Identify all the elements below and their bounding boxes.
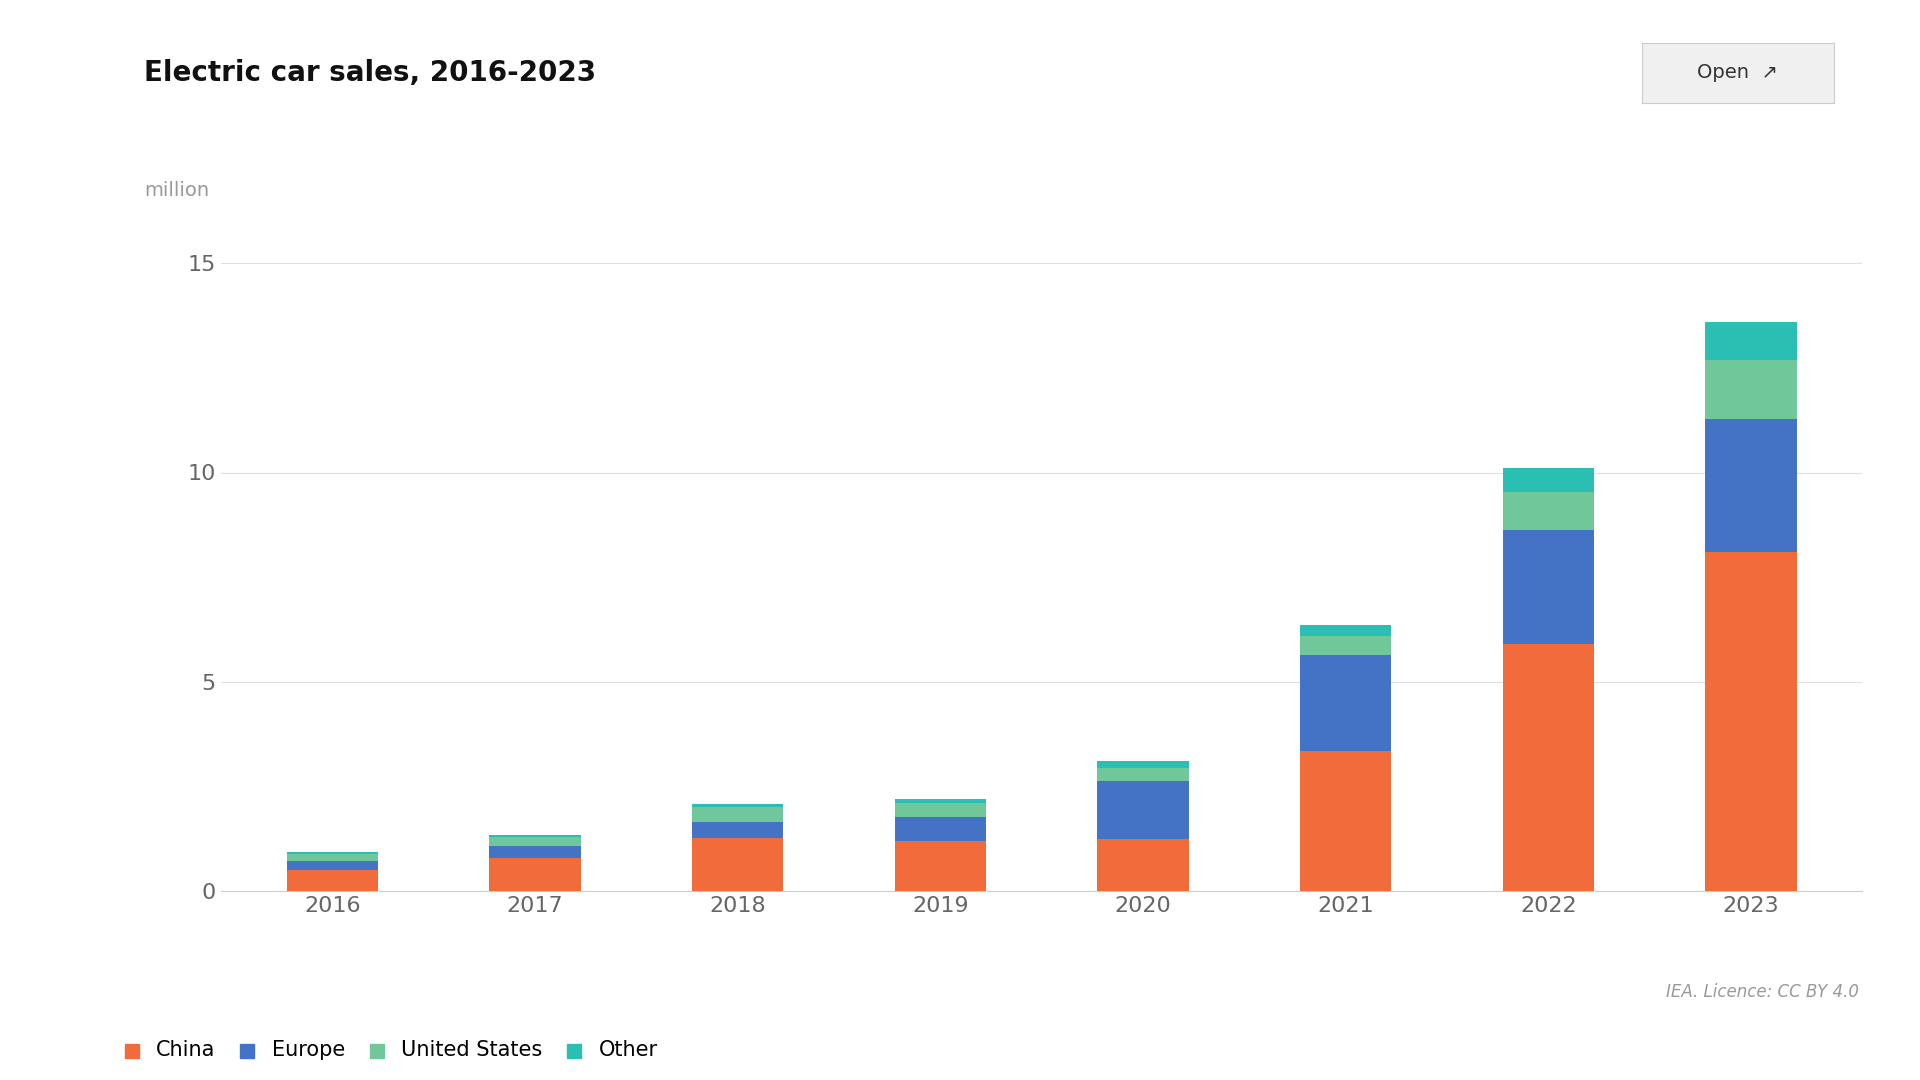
Legend: China, Europe, United States, Other: China, Europe, United States, Other [117, 1031, 666, 1068]
Bar [490, 835, 580, 837]
Text: Open  ↗: Open ↗ [1697, 64, 1778, 82]
Bar [1300, 625, 1392, 636]
Bar [691, 838, 783, 891]
Bar [691, 822, 783, 838]
Bar [1705, 322, 1797, 360]
Bar [1705, 553, 1797, 891]
Bar [490, 837, 580, 846]
Bar [895, 840, 985, 891]
Bar [1300, 636, 1392, 654]
Bar [895, 804, 985, 818]
Bar [1705, 419, 1797, 553]
Bar [286, 869, 378, 891]
Text: Electric car sales, 2016-2023: Electric car sales, 2016-2023 [144, 59, 595, 87]
Bar [490, 846, 580, 859]
Bar [1705, 360, 1797, 419]
Bar [1503, 530, 1594, 644]
Bar [1503, 491, 1594, 530]
Bar [286, 852, 378, 854]
Bar [895, 799, 985, 804]
Bar [691, 807, 783, 822]
Bar [286, 861, 378, 869]
Bar [1098, 768, 1188, 782]
Bar [286, 854, 378, 861]
Bar [691, 804, 783, 807]
Bar [490, 859, 580, 891]
Bar [1098, 839, 1188, 891]
Bar [1503, 469, 1594, 491]
Text: IEA. Licence: CC BY 4.0: IEA. Licence: CC BY 4.0 [1665, 983, 1859, 1001]
Text: million: million [144, 180, 209, 200]
Bar [1503, 644, 1594, 891]
Bar [1098, 761, 1188, 768]
Bar [1300, 751, 1392, 891]
Bar [1098, 782, 1188, 839]
Bar [1300, 654, 1392, 751]
Bar [895, 818, 985, 840]
